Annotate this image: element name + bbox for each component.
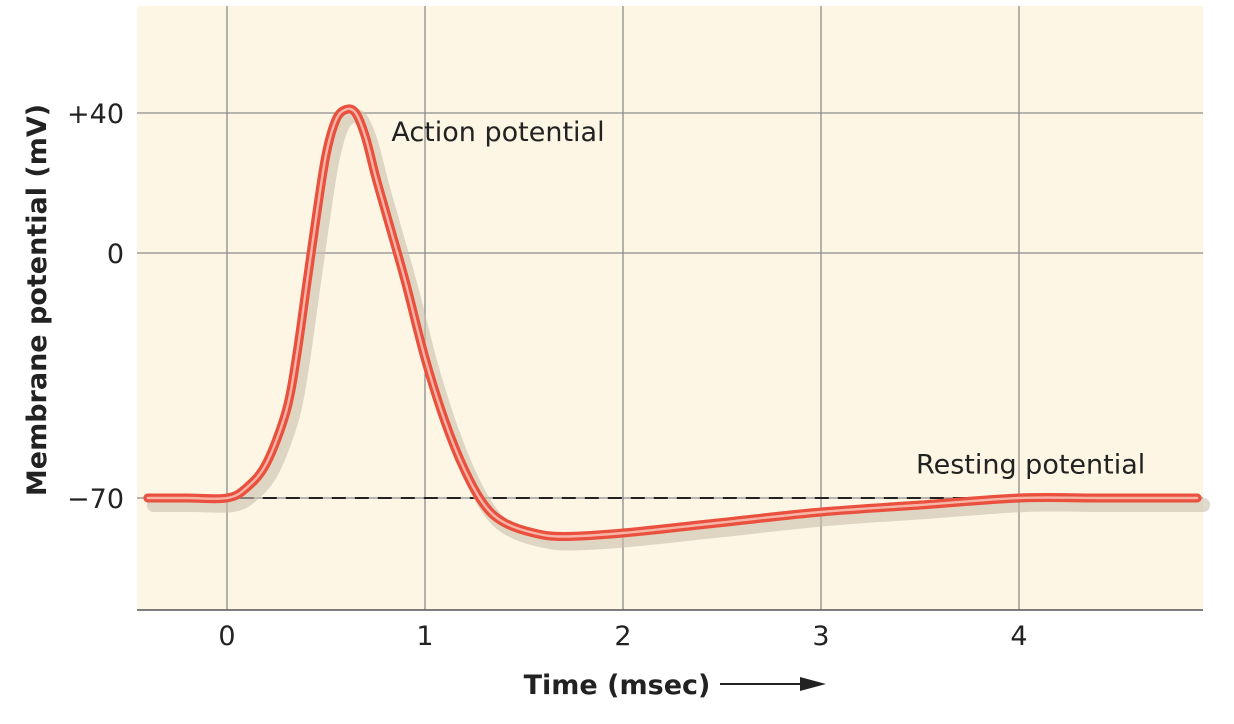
time-arrow-icon xyxy=(720,677,826,691)
action-potential-trace xyxy=(143,104,1211,551)
x-tick-label: 3 xyxy=(812,621,829,652)
x-tick-labels: 0 1 2 3 4 xyxy=(218,621,1027,652)
x-tick-label: 1 xyxy=(416,621,433,652)
trace-highlight xyxy=(146,107,1199,538)
x-tick-label: 0 xyxy=(218,621,235,652)
y-axis-title: Membrane potential (mV) xyxy=(22,104,53,496)
y-tick-labels: +40 0 −70 xyxy=(67,99,124,515)
annotation-label: Resting potential xyxy=(916,450,1145,481)
time-arrow-head xyxy=(800,677,826,691)
annotation-label: Action potential xyxy=(391,117,604,148)
y-tick-label: 0 xyxy=(107,239,124,270)
x-tick-label: 4 xyxy=(1010,621,1027,652)
annotations: Action potential Resting potential xyxy=(391,117,1145,481)
y-tick-label: −70 xyxy=(67,484,124,515)
x-tick-label: 2 xyxy=(614,621,631,652)
x-axis-title: Time (msec) xyxy=(524,670,711,701)
plot-background xyxy=(137,6,1203,610)
y-tick-label: +40 xyxy=(67,99,124,130)
